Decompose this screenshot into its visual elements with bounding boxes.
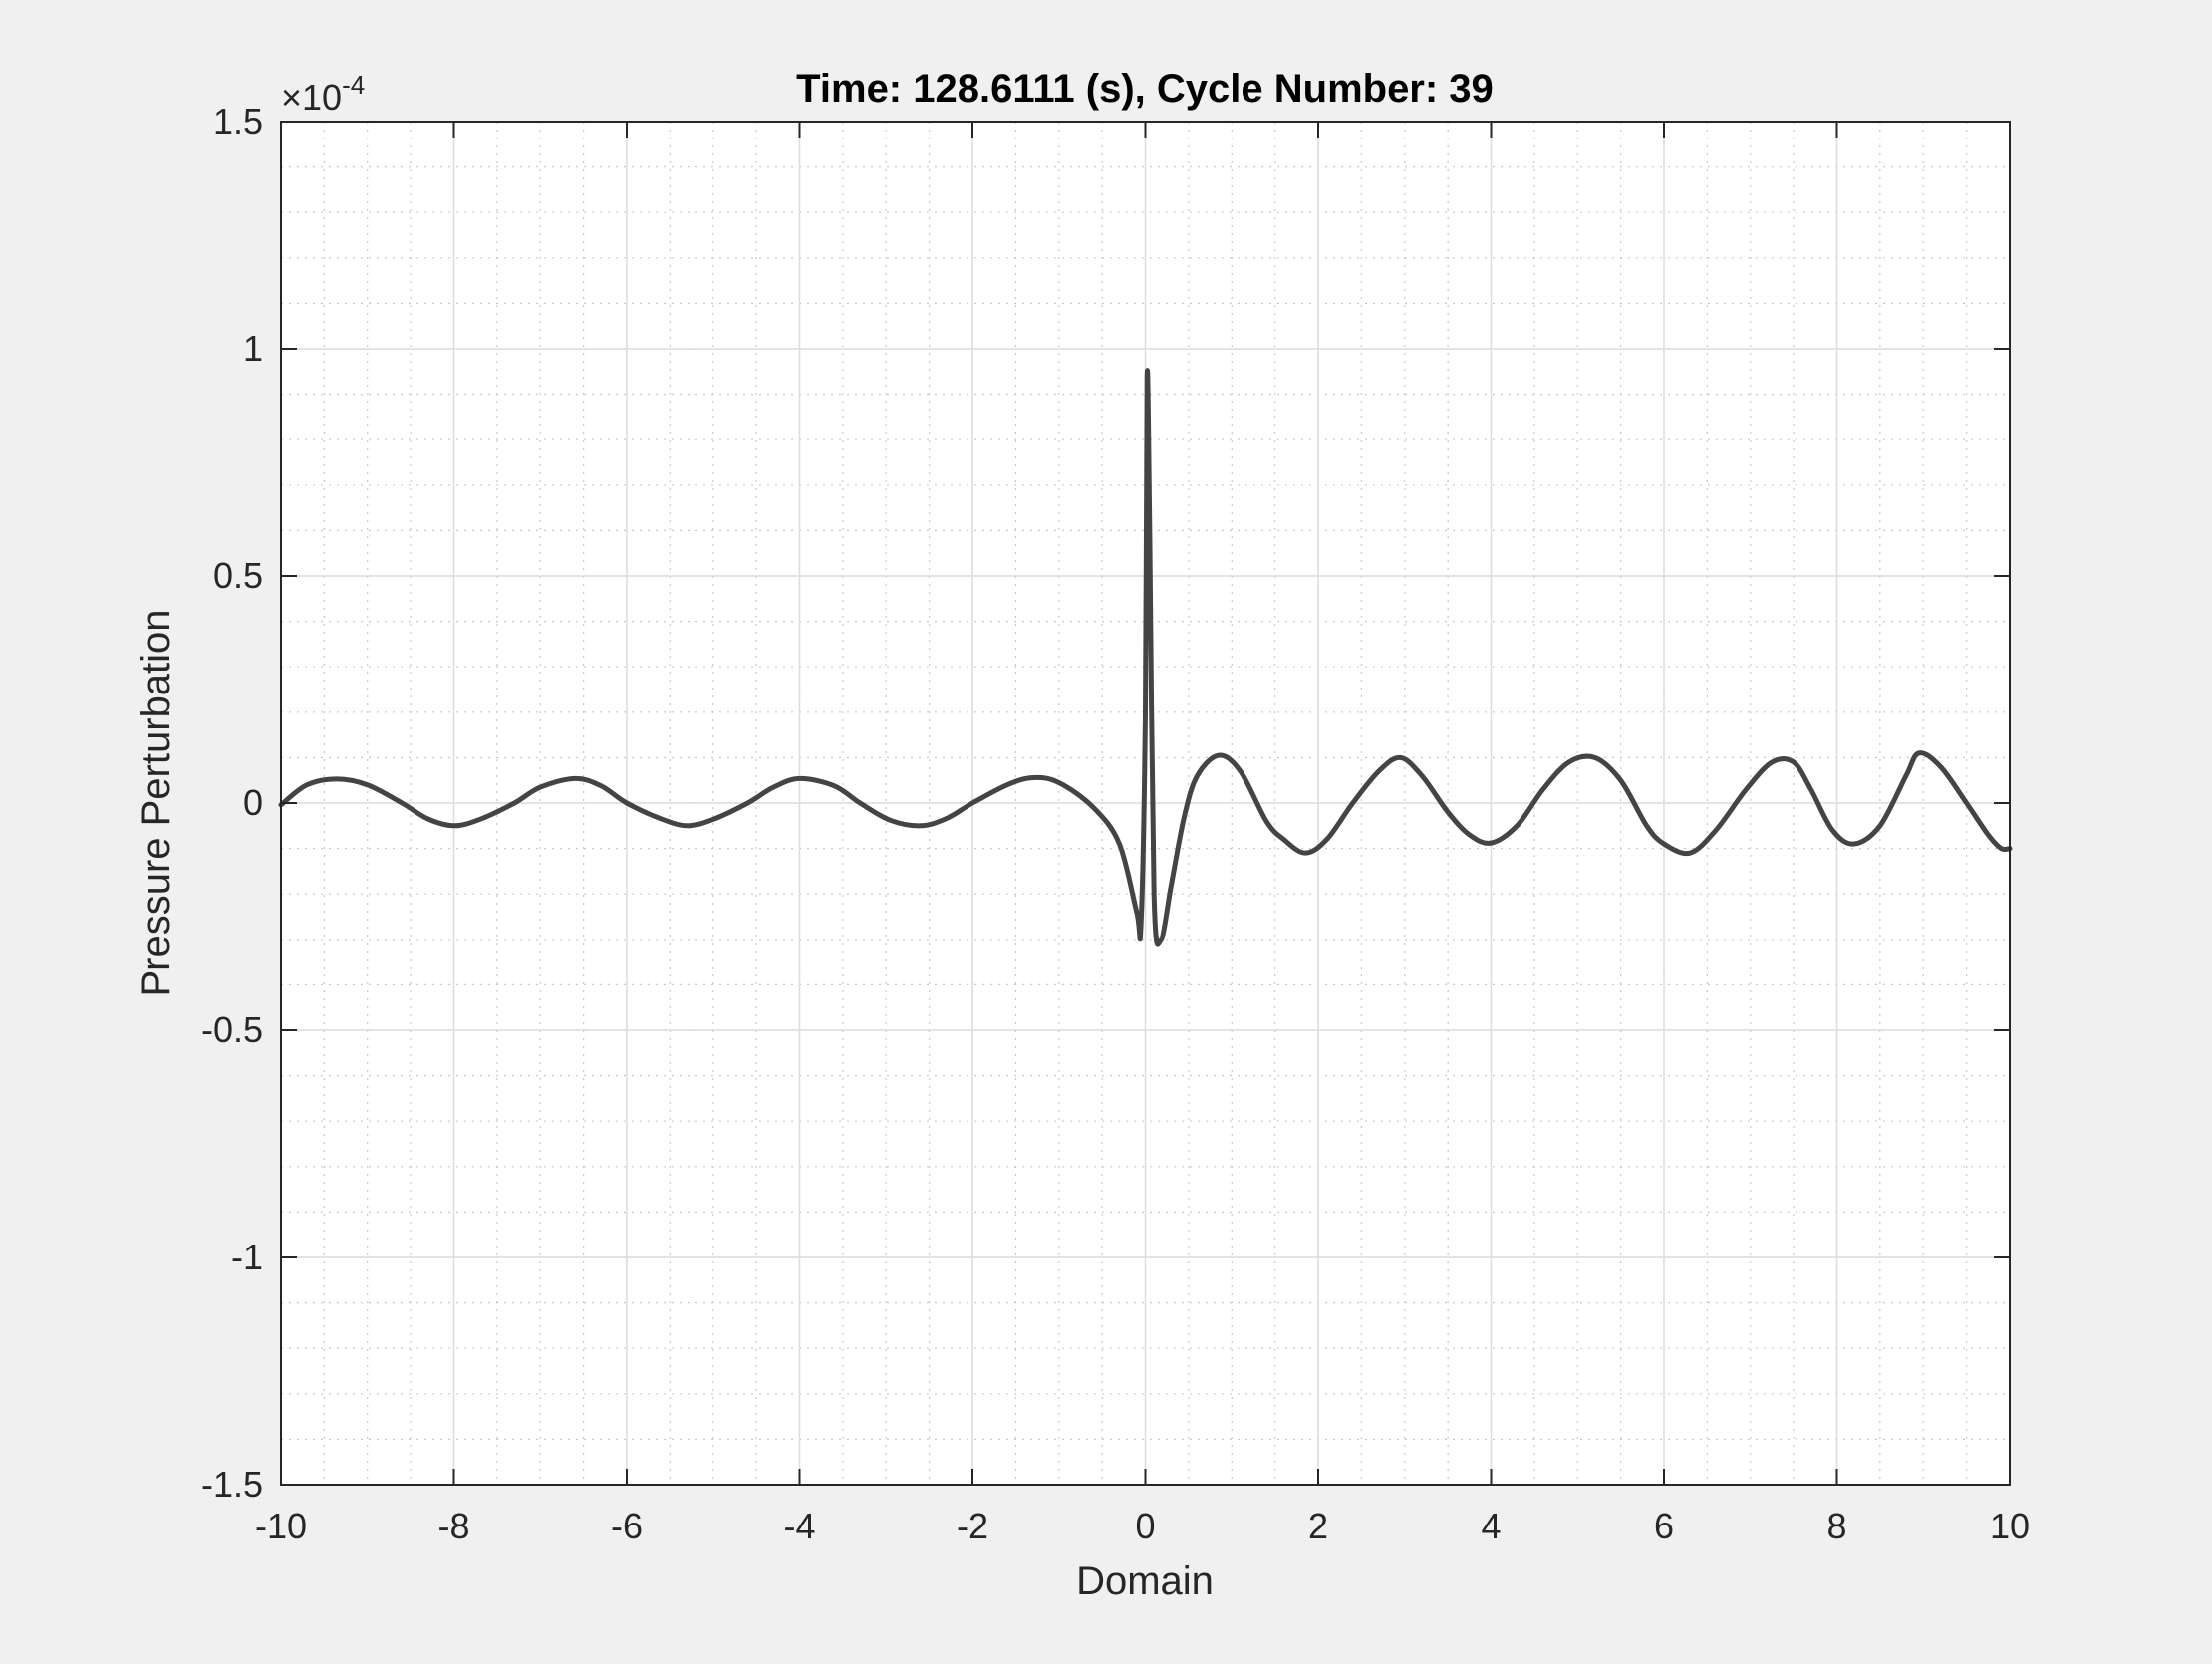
svg-text:×10-4: ×10-4 xyxy=(281,70,365,118)
x-tick-label: 2 xyxy=(1308,1506,1328,1546)
y-tick-label: 0 xyxy=(243,782,263,823)
x-tick-labels: -10 -8 -6 -4 -2 0 2 4 6 8 10 xyxy=(255,1506,2030,1546)
y-tick-label: 1 xyxy=(243,328,263,369)
tick-marks xyxy=(280,121,2011,1486)
y-tick-label: -0.5 xyxy=(201,1009,263,1050)
y-tick-label: -1 xyxy=(231,1237,263,1277)
series-layer xyxy=(278,368,2013,947)
x-tick-label: 0 xyxy=(1135,1506,1155,1546)
y-tick-label: -1.5 xyxy=(201,1464,263,1505)
y-tick-labels: -1.5 -1 -0.5 0 0.5 1 1.5 xyxy=(201,101,263,1505)
y-exponent-label: ×10-4 xyxy=(281,70,365,118)
y-tick-label: 1.5 xyxy=(213,101,263,141)
series-line xyxy=(278,368,2013,947)
times-sign: × xyxy=(281,77,302,118)
x-tick-label: 6 xyxy=(1654,1506,1674,1546)
exponent-base: 10 xyxy=(302,77,342,118)
x-tick-label: -2 xyxy=(957,1506,988,1546)
x-tick-label: -10 xyxy=(255,1506,307,1546)
x-tick-label: 4 xyxy=(1481,1506,1501,1546)
x-tick-label: -4 xyxy=(783,1506,815,1546)
x-tick-label: -6 xyxy=(611,1506,643,1546)
chart-title: Time: 128.6111 (s), Cycle Number: 39 xyxy=(796,67,1494,111)
x-tick-label: -8 xyxy=(437,1506,469,1546)
x-axis-label: Domain xyxy=(1076,1559,1214,1603)
x-tick-label: 8 xyxy=(1826,1506,1846,1546)
x-tick-label: 10 xyxy=(1990,1506,2030,1546)
y-tick-label: 0.5 xyxy=(213,555,263,596)
exponent-power: -4 xyxy=(342,70,365,100)
y-axis-label: Pressure Perturbation xyxy=(135,609,178,996)
